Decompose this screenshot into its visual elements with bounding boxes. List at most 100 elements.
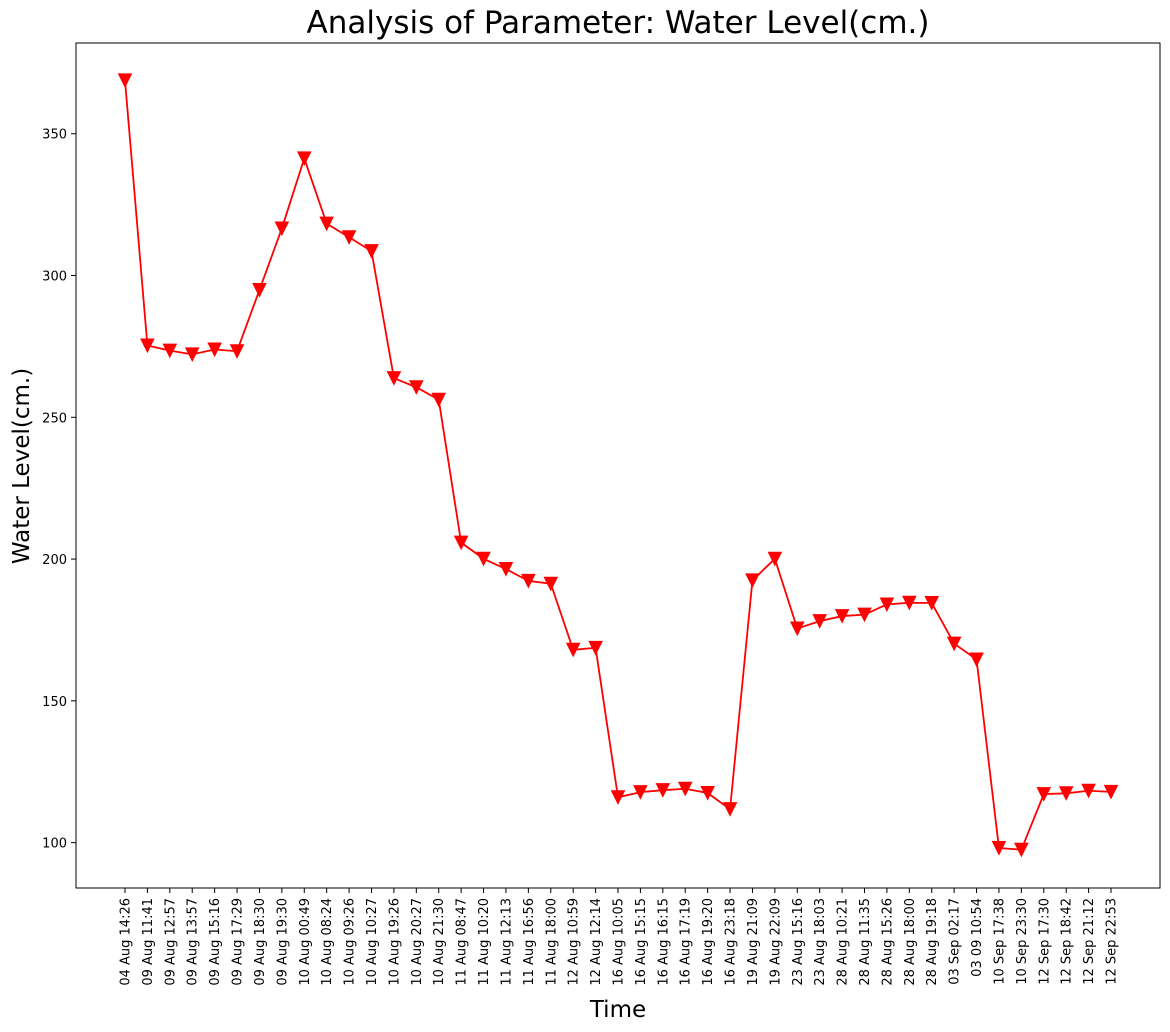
plot-area bbox=[75, 42, 1161, 889]
data-point bbox=[409, 380, 424, 395]
x-tick-label: 12 Sep 22:53 bbox=[1105, 898, 1120, 985]
x-tick-label: 10 Aug 19:26 bbox=[387, 898, 402, 986]
data-point bbox=[991, 841, 1007, 856]
x-tick-label: 11 Aug 18:00 bbox=[544, 898, 559, 986]
x-tick-label: 11 Aug 08:47 bbox=[455, 898, 470, 986]
x-tick-label: 16 Aug 23:18 bbox=[724, 898, 739, 986]
x-tick-label: 10 Aug 00:49 bbox=[298, 898, 313, 986]
x-tick-label: 09 Aug 17:29 bbox=[231, 898, 246, 986]
x-tick-label: 09 Aug 12:57 bbox=[163, 898, 178, 986]
x-axis-label: Time bbox=[589, 997, 646, 1023]
data-point bbox=[722, 802, 738, 817]
x-tick-label: 16 Aug 16:15 bbox=[656, 898, 671, 986]
x-tick-label: 10 Aug 21:30 bbox=[432, 898, 447, 986]
x-tick-label: 09 Aug 11:41 bbox=[141, 898, 156, 986]
data-point bbox=[274, 221, 290, 237]
data-point bbox=[453, 535, 469, 551]
data-point bbox=[745, 573, 760, 588]
x-tick-label: 09 Aug 15:16 bbox=[208, 898, 223, 986]
x-tick-label: 10 Aug 09:26 bbox=[343, 898, 358, 986]
x-tick-label: 09 Aug 19:30 bbox=[275, 898, 290, 986]
x-tick-label: 16 Aug 17:19 bbox=[679, 898, 694, 986]
x-tick-label: 10 Aug 08:24 bbox=[320, 898, 335, 986]
data-point bbox=[296, 151, 312, 167]
data-point bbox=[812, 614, 827, 629]
x-tick-label: 12 Aug 10:59 bbox=[567, 898, 582, 986]
data-point bbox=[229, 344, 245, 359]
x-tick-label: 10 Aug 20:27 bbox=[410, 898, 425, 986]
data-point bbox=[1058, 786, 1074, 801]
data-point bbox=[879, 597, 895, 613]
y-tick-label: 300 bbox=[42, 270, 67, 285]
data-point bbox=[498, 561, 514, 577]
data-point bbox=[677, 781, 693, 797]
x-tick-label: 09 Aug 18:30 bbox=[253, 898, 268, 986]
x-tick-label: 11 Aug 12:13 bbox=[499, 898, 514, 986]
data-point bbox=[1014, 842, 1029, 858]
data-point bbox=[252, 282, 267, 298]
data-point bbox=[565, 642, 581, 658]
x-tick-label: 12 Sep 21:12 bbox=[1082, 898, 1097, 985]
data-point bbox=[319, 216, 334, 232]
x-tick-label: 19 Aug 21:09 bbox=[746, 898, 761, 986]
x-tick-label: 19 Aug 22:09 bbox=[768, 898, 783, 986]
x-tick-label: 28 Aug 10:21 bbox=[836, 898, 851, 986]
y-axis: 100 150 200 250 300 350 bbox=[42, 128, 76, 852]
x-tick-label: 28 Aug 11:35 bbox=[858, 898, 873, 986]
y-tick-label: 350 bbox=[42, 128, 67, 143]
x-tick-label: 03 09 10:54 bbox=[970, 898, 985, 977]
x-tick-label: 11 Aug 10:20 bbox=[477, 898, 492, 986]
data-point bbox=[700, 786, 715, 801]
data-point bbox=[655, 783, 671, 798]
y-tick-label: 150 bbox=[42, 695, 67, 710]
data-point bbox=[610, 790, 626, 805]
data-point bbox=[1103, 784, 1119, 800]
x-tick-label: 10 Sep 23:30 bbox=[1015, 898, 1030, 985]
data-point bbox=[588, 640, 603, 656]
x-tick-label: 16 Aug 15:15 bbox=[634, 898, 649, 986]
data-point bbox=[946, 636, 962, 652]
data-point bbox=[521, 573, 536, 589]
x-tick-label: 11 Aug 16:56 bbox=[522, 898, 537, 986]
x-tick-label: 12 Sep 18:42 bbox=[1060, 898, 1075, 985]
x-tick-label: 16 Aug 19:20 bbox=[701, 898, 716, 986]
x-tick-label: 12 Sep 17:30 bbox=[1037, 898, 1052, 985]
data-point bbox=[543, 576, 559, 592]
x-tick-label: 03 Sep 02:17 bbox=[948, 898, 963, 985]
data-point bbox=[207, 342, 222, 358]
data-point bbox=[857, 607, 872, 623]
data-point bbox=[633, 785, 648, 800]
data-point bbox=[364, 244, 379, 259]
x-tick-label: 23 Aug 18:03 bbox=[813, 898, 828, 986]
x-tick-label: 10 Aug 10:27 bbox=[365, 898, 380, 986]
data-point bbox=[969, 652, 984, 668]
x-tick-label: 10 Sep 17:38 bbox=[992, 898, 1007, 985]
x-tick-label: 28 Aug 19:18 bbox=[925, 898, 940, 986]
x-tick-label: 12 Aug 12:14 bbox=[589, 898, 604, 986]
x-tick-label: 28 Aug 15:26 bbox=[880, 898, 895, 986]
series bbox=[117, 73, 1119, 858]
data-point bbox=[476, 551, 491, 567]
y-axis-label: Water Level(cm.) bbox=[9, 368, 35, 564]
x-tick-label: 28 Aug 18:00 bbox=[903, 898, 918, 986]
x-tick-label: 23 Aug 15:16 bbox=[791, 898, 806, 986]
x-tick-label: 16 Aug 10:05 bbox=[612, 898, 627, 986]
data-point bbox=[140, 338, 155, 354]
data-point bbox=[117, 73, 133, 89]
y-tick-label: 250 bbox=[42, 411, 67, 426]
data-point bbox=[767, 551, 783, 567]
y-tick-label: 100 bbox=[42, 837, 67, 852]
data-point bbox=[1081, 783, 1096, 799]
data-point bbox=[162, 343, 178, 359]
data-point bbox=[789, 621, 805, 637]
chart-title: Analysis of Parameter: Water Level(cm.) bbox=[307, 5, 930, 41]
data-point bbox=[924, 596, 940, 611]
data-point bbox=[184, 347, 200, 362]
data-point bbox=[1036, 787, 1052, 802]
data-point bbox=[431, 392, 447, 408]
data-point bbox=[902, 595, 917, 611]
x-axis: 04 Aug 14:26 09 Aug 11:41 09 Aug 12:57 09 A… bbox=[119, 888, 1120, 986]
data-point bbox=[834, 609, 850, 624]
x-tick-label: 04 Aug 14:26 bbox=[119, 898, 134, 986]
data-point bbox=[386, 371, 402, 386]
